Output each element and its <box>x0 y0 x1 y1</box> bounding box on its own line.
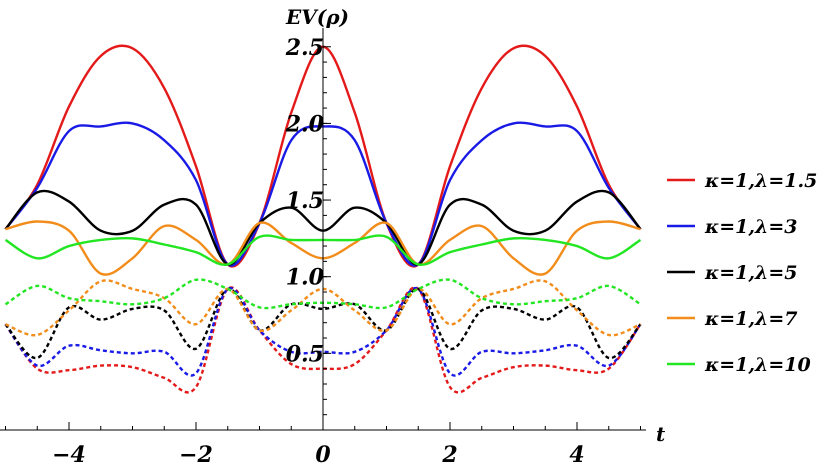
y-tick-label: 0.5 <box>286 341 324 367</box>
y-tick-label: 2.0 <box>285 111 325 137</box>
legend-label: κ=1,λ=7 <box>704 308 797 330</box>
legend-label: κ=1,λ=5 <box>704 262 797 284</box>
y-tick-label: 1.0 <box>286 265 325 291</box>
ticks-group: −4 −2 0 2 4 0.5 1.0 1.5 2.0 2.5 <box>5 35 641 468</box>
y-tick-label: 1.5 <box>286 188 324 214</box>
x-tick-label: −4 <box>52 442 86 468</box>
series-line-dashed <box>4 286 642 394</box>
x-axis-title: t <box>656 422 666 446</box>
x-tick-label: 4 <box>569 442 584 468</box>
y-tick-label: 2.5 <box>285 35 324 61</box>
legend-label: κ=1,λ=10 <box>704 354 811 376</box>
x-tick-label: 0 <box>315 442 331 468</box>
y-axis-title: EV(ρ) <box>285 5 349 29</box>
x-tick-label: −2 <box>179 442 213 468</box>
legend-label: κ=1,λ=3 <box>704 216 797 238</box>
series-line-dashed <box>4 287 642 360</box>
legend-label: κ=1,λ=1.5 <box>704 170 817 192</box>
x-tick-label: 2 <box>441 442 457 468</box>
legend: κ=1,λ=1.5 κ=1,λ=3 κ=1,λ=5 κ=1,λ=7 κ=1,λ=10 <box>667 170 817 376</box>
